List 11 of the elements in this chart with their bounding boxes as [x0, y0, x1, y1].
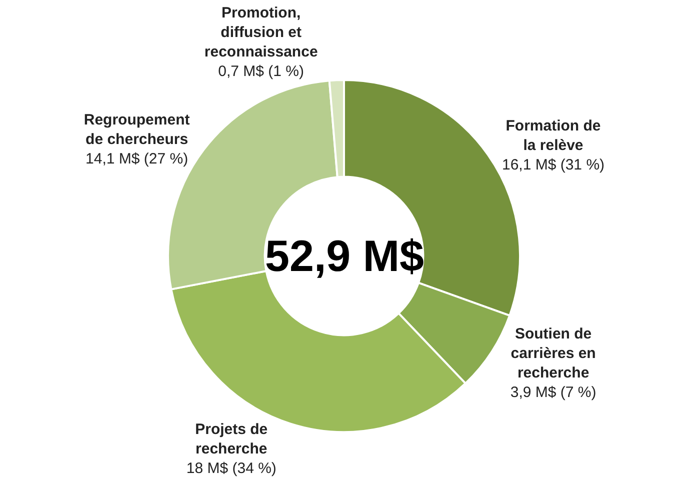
slice-label: Soutien de carrières en recherche: [510, 326, 596, 382]
text: 52,9 M$: [265, 232, 424, 281]
data-label: 14,1 M$ (27 %): [86, 150, 188, 168]
data-label: 16,1 M$ (31 %): [502, 156, 605, 174]
slice-label: Formation de la relève: [506, 118, 601, 154]
slice-label: Promotion, diffusion et reconnaissance: [204, 4, 318, 61]
data-label: 3,9 M$ (7 %): [510, 384, 596, 402]
data-label: 18 M$ (34 %): [186, 460, 276, 478]
slice-label: Projets de recherche: [195, 421, 268, 458]
slice-label: Regroupement de chercheurs: [84, 111, 190, 148]
data-label: 0,7 M$ (1 %): [218, 63, 304, 80]
